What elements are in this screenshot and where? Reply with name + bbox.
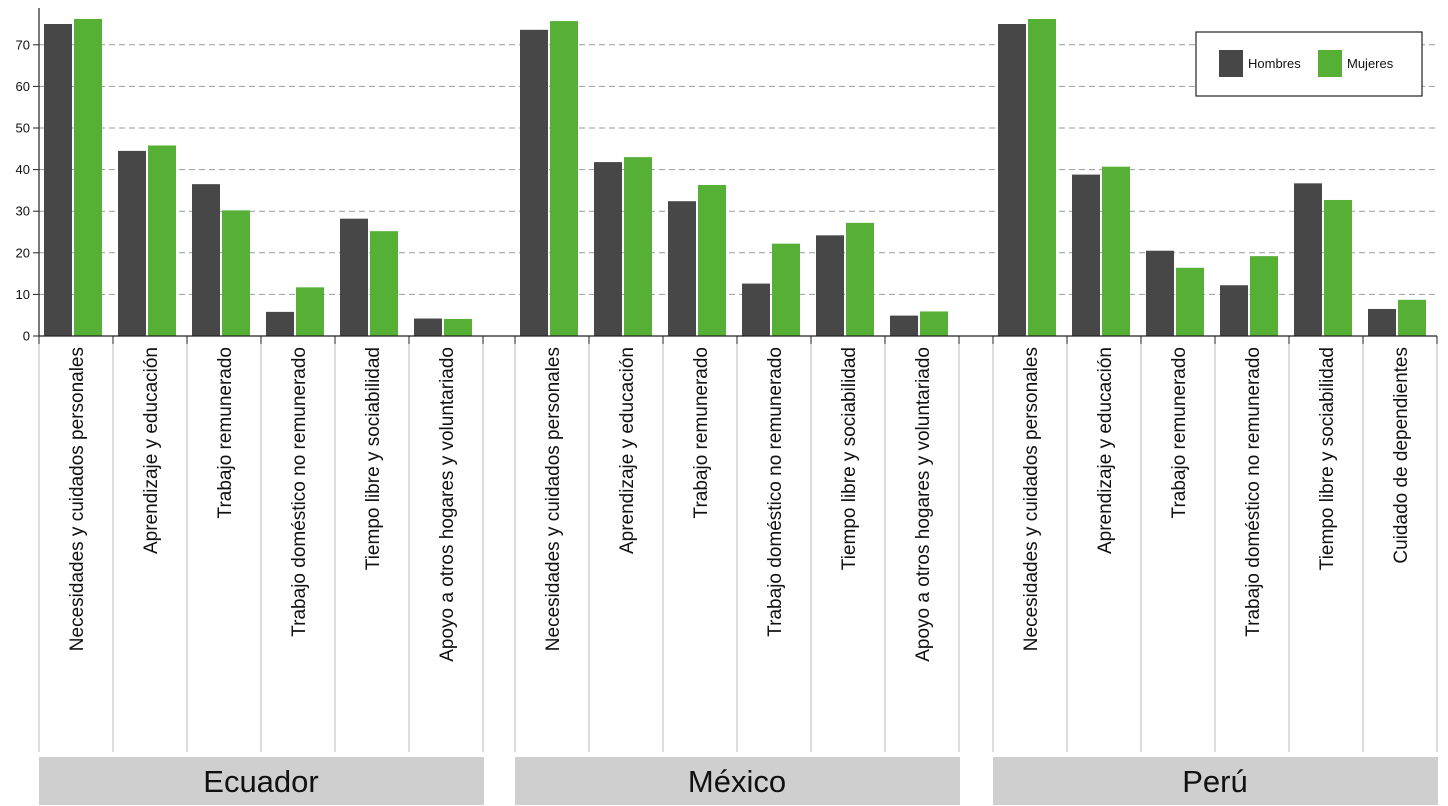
category-label: Trabajo doméstico no remunerado [289, 347, 310, 637]
bar-mujeres [772, 243, 800, 336]
bar-mujeres [1250, 256, 1278, 336]
bar-hombres [520, 29, 548, 336]
category-label: Necesidades y cuidados personales [543, 347, 564, 651]
category-label: Necesidades y cuidados personales [67, 347, 88, 651]
y-tick-label: 70 [16, 37, 30, 52]
category-label: Tiempo libre y sociabilidad [363, 347, 384, 570]
bar-hombres [742, 283, 770, 336]
bar-mujeres [1028, 19, 1056, 337]
panel-label: México [688, 764, 786, 799]
bar-mujeres [370, 231, 398, 336]
bar-mujeres [1102, 166, 1130, 336]
category-label: Aprendizaje y educación [141, 347, 162, 554]
bar-hombres [890, 315, 918, 336]
category-label: Tiempo libre y sociabilidad [1317, 347, 1338, 570]
bar-mujeres [698, 184, 726, 336]
bar-hombres [816, 235, 844, 336]
bar-hombres [668, 201, 696, 336]
panel-band [515, 757, 960, 805]
category-label: Cuidado de dependientes [1391, 347, 1412, 564]
bar-mujeres [222, 210, 250, 336]
bar-hombres [414, 318, 442, 336]
category-label: Apoyo a otros hogares y voluntariado [913, 347, 934, 662]
bar-mujeres [74, 19, 102, 337]
category-label: Trabajo remunerado [1169, 347, 1190, 518]
bar-hombres [1072, 174, 1100, 336]
bar-mujeres [624, 157, 652, 336]
bars [44, 19, 1426, 337]
bar-mujeres [846, 222, 874, 336]
legend-swatch-mujeres [1318, 50, 1342, 77]
category-label: Trabajo doméstico no remunerado [1243, 347, 1264, 637]
y-tick-label: 0 [23, 329, 30, 344]
bar-mujeres [1176, 267, 1204, 336]
category-label: Aprendizaje y educación [1095, 347, 1116, 554]
bar-hombres [266, 311, 294, 336]
legend: Hombres Mujeres [1195, 31, 1423, 97]
panel-label: Perú [1182, 764, 1247, 799]
y-tick-label: 20 [16, 245, 30, 260]
y-tick-label: 50 [16, 121, 30, 136]
bar-hombres [44, 24, 72, 336]
y-tick-label: 10 [16, 287, 30, 302]
legend-label-hombres: Hombres [1248, 56, 1301, 71]
legend-swatch-hombres [1219, 50, 1243, 77]
bar-hombres [1146, 250, 1174, 336]
bar-mujeres [444, 318, 472, 336]
category-label: Trabajo remunerado [691, 347, 712, 518]
category-label: Tiempo libre y sociabilidad [839, 347, 860, 570]
legend-label-mujeres: Mujeres [1347, 56, 1394, 71]
bar-mujeres [550, 21, 578, 336]
bar-hombres [340, 218, 368, 336]
bar-mujeres [1398, 299, 1426, 336]
bar-mujeres [1324, 199, 1352, 336]
y-axis: 0 10 20 30 40 50 60 70 [16, 8, 1438, 344]
panel-label: Ecuador [203, 764, 318, 799]
bar-hombres [1220, 285, 1248, 336]
bar-hombres [1294, 183, 1322, 336]
panel-band [39, 757, 484, 805]
bar-hombres [594, 162, 622, 336]
category-label: Necesidades y cuidados personales [1021, 347, 1042, 651]
y-tick-label: 60 [16, 79, 30, 94]
category-label: Apoyo a otros hogares y voluntariado [437, 347, 458, 662]
bar-hombres [192, 184, 220, 336]
bar-mujeres [148, 145, 176, 336]
bar-mujeres [296, 287, 324, 336]
category-labels: Necesidades y cuidados personales Aprendi… [38, 344, 1438, 752]
y-tick-label: 40 [16, 162, 30, 177]
panel-labels: Ecuador México Perú [39, 757, 1438, 805]
y-tick-label: 30 [16, 204, 30, 219]
category-label: Aprendizaje y educación [617, 347, 638, 554]
category-label: Trabajo doméstico no remunerado [765, 347, 786, 637]
bar-hombres [1368, 308, 1396, 336]
category-label: Trabajo remunerado [215, 347, 236, 518]
bar-hombres [998, 24, 1026, 336]
panel-band [993, 757, 1438, 805]
bar-hombres [118, 150, 146, 336]
bar-mujeres [920, 311, 948, 336]
